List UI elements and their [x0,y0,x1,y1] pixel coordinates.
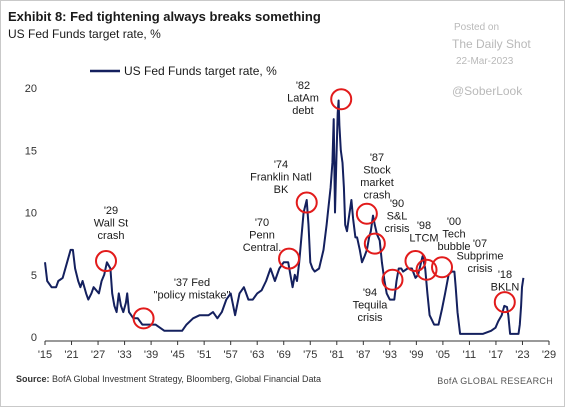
x-tick-label: '69 [277,349,291,361]
chart-subtitle: US Fed Funds target rate, % [8,27,161,41]
watermark-site: The Daily Shot [452,37,531,51]
event-label: '87 Stock market crash [360,152,394,202]
x-tick-label: '29 [542,349,556,361]
y-tick-label: 0 [31,332,37,344]
x-tick-label: '23 [515,349,529,361]
x-tick-label: '93 [383,349,397,361]
event-circle [295,191,318,214]
event-circle [355,202,378,225]
watermark-date: 22-Mar-2023 [456,56,514,67]
watermark-handle: @SoberLook [452,84,523,98]
event-label: '82 LatAm debt [287,80,319,117]
y-tick-label: 5 [31,270,37,282]
event-circle [493,291,516,314]
x-tick-label: '33 [117,349,131,361]
event-label: '70 Penn Central. [243,217,282,254]
event-label: '29 Wall St crash [94,205,128,242]
x-tick-label: '17 [489,349,503,361]
x-tick-label: '99 [409,349,423,361]
event-circle [415,258,438,281]
source-note: Source: BofA Global Investment Strategy,… [16,374,321,384]
x-tick-label: '05 [436,349,450,361]
x-tick-label: '75 [303,349,317,361]
event-circle [381,268,404,291]
x-tick-label: '39 [144,349,158,361]
y-tick-label: 15 [25,145,37,157]
x-tick-label: '87 [356,349,370,361]
event-label: '90 S&L crisis [384,198,410,235]
x-tick-label: '45 [170,349,184,361]
event-circle [132,307,155,330]
event-label: '18 BKLN [491,269,520,294]
source-text: BofA Global Investment Strategy, Bloombe… [52,374,322,384]
y-tick-label: 20 [25,83,37,95]
series-line-fed-funds [44,99,525,335]
x-tick-label: '57 [224,349,238,361]
watermark-posted: Posted on [454,22,500,33]
event-circle [404,250,427,273]
legend-label: US Fed Funds target rate, % [124,64,277,78]
event-label: '74 Franklin Natl BK [250,159,312,196]
event-label: '98 LTCM [409,220,438,245]
x-tick-label: '81 [330,349,344,361]
x-tick-label: '11 [463,349,477,361]
x-tick-label: '15 [38,349,52,361]
event-circle [95,250,118,273]
x-tick-label: '21 [64,349,78,361]
event-label: '00 Tech bubble [437,216,470,253]
event-circle [431,256,454,279]
x-tick-label: '27 [91,349,105,361]
brand-label: BofA GLOBAL RESEARCH [437,376,553,386]
chart-title: Exhibit 8: Fed tightening always breaks … [8,9,321,24]
y-tick-label: 10 [25,208,37,220]
event-label: '94 Tequila crisis [353,287,389,324]
event-circle [278,247,301,270]
x-tick-label: '51 [197,349,211,361]
event-circle [363,232,386,255]
source-label: Source: [16,374,50,384]
x-tick-label: '63 [250,349,264,361]
event-label: '37 Fed "policy mistake" [154,277,231,302]
event-circle [330,88,353,111]
event-label: '07 Subprime crisis [456,238,503,275]
